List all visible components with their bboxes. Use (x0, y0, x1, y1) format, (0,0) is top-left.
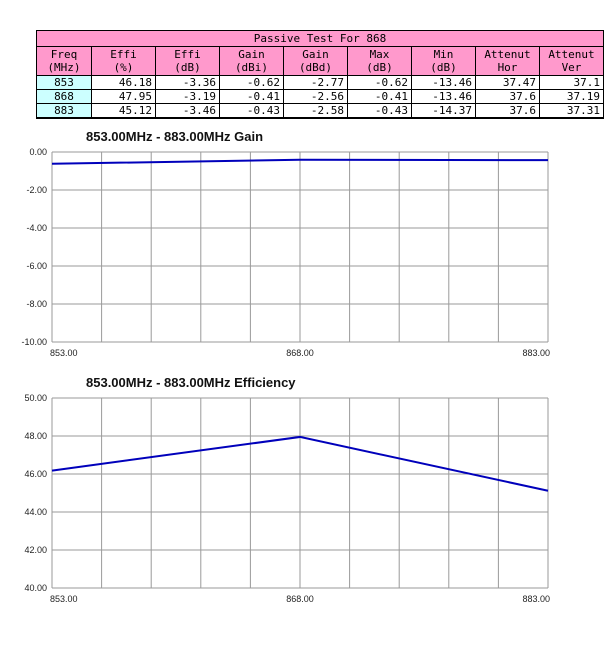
column-header: Effi (%) (91, 46, 156, 76)
column-header: Freq (MHz) (36, 46, 92, 76)
value-cell: -14.37 (411, 103, 476, 119)
value-cell: -3.46 (155, 103, 220, 119)
value-cell: 37.1 (539, 75, 604, 90)
value-cell: -0.41 (347, 89, 412, 104)
value-cell: 37.31 (539, 103, 604, 119)
x-tick-label: 883.00 (522, 594, 550, 604)
passive-test-table: Passive Test For 868 Freq (MHz) Effi (%) Eff… (36, 30, 604, 119)
value-cell: -0.43 (219, 103, 284, 119)
table-row: 883 45.12 -3.46 -0.43 -2.58 -0.43 -14.37 37.6 37… (36, 103, 604, 119)
x-tick-label: 883.00 (522, 348, 550, 358)
y-tick-label: 40.00 (24, 583, 47, 593)
value-cell: -3.36 (155, 75, 220, 90)
column-header: Attenut Ver (539, 46, 604, 76)
value-cell: -0.62 (219, 75, 284, 90)
freq-cell: 853 (36, 75, 92, 90)
y-tick-label: 46.00 (24, 469, 47, 479)
value-cell: -2.58 (283, 103, 348, 119)
value-cell: -13.46 (411, 75, 476, 90)
y-tick-label: 48.00 (24, 431, 47, 441)
table-body: 853 46.18 -3.36 -0.62 -2.77 -0.62 -13.46 37.47 3… (36, 75, 604, 119)
column-header: Min (dB) (411, 46, 476, 76)
value-cell: 47.95 (91, 89, 156, 104)
value-cell: -13.46 (411, 89, 476, 104)
y-tick-label: -10.00 (21, 337, 47, 347)
column-header: Attenut Hor (475, 46, 540, 76)
table-title-row: Passive Test For 868 (36, 30, 604, 47)
value-cell: -0.62 (347, 75, 412, 90)
table-header-row: Freq (MHz) Effi (%) Effi (dB) Gain (dBi) Gain (dB… (36, 46, 604, 76)
freq-cell: 883 (36, 103, 92, 119)
value-cell: 37.6 (475, 89, 540, 104)
y-tick-label: -2.00 (26, 185, 47, 195)
y-tick-label: -4.00 (26, 223, 47, 233)
data-line (51, 158, 549, 165)
value-cell: -0.43 (347, 103, 412, 119)
value-cell: 46.18 (91, 75, 156, 90)
value-cell: -0.41 (219, 89, 284, 104)
efficiency-chart-title: 853.00MHz - 883.00MHz Efficiency (86, 375, 296, 390)
y-tick-label: 50.00 (24, 393, 47, 403)
y-tick-label: -6.00 (26, 261, 47, 271)
x-tick-label: 868.00 (286, 594, 314, 604)
y-tick-label: 42.00 (24, 545, 47, 555)
y-tick-label: -8.00 (26, 299, 47, 309)
column-header: Gain (dBd) (283, 46, 348, 76)
freq-cell: 868 (36, 89, 92, 104)
value-cell: -3.19 (155, 89, 220, 104)
x-tick-label: 853.00 (50, 348, 78, 358)
column-header: Max (dB) (347, 46, 412, 76)
value-cell: 37.47 (475, 75, 540, 90)
table-title: Passive Test For 868 (36, 30, 604, 47)
data-line (51, 435, 549, 492)
column-header: Gain (dBi) (219, 46, 284, 76)
value-cell: -2.56 (283, 89, 348, 104)
x-tick-label: 868.00 (286, 348, 314, 358)
x-tick-label: 853.00 (50, 594, 78, 604)
y-tick-label: 44.00 (24, 507, 47, 517)
gain-chart: 0.00 -2.00 -4.00 -6.00 -8.00 -10.00 853.00 868.… (6, 146, 614, 365)
value-cell: -2.77 (283, 75, 348, 90)
efficiency-chart: 50.00 48.00 46.00 44.00 42.00 40.00 853.00 868.… (6, 392, 614, 611)
value-cell: 45.12 (91, 103, 156, 119)
value-cell: 37.6 (475, 103, 540, 119)
table-row: 853 46.18 -3.36 -0.62 -2.77 -0.62 -13.46 37.47 3… (36, 75, 604, 90)
gain-chart-title: 853.00MHz - 883.00MHz Gain (86, 129, 264, 144)
column-header: Effi (dB) (155, 46, 220, 76)
y-tick-label: 0.00 (29, 147, 47, 157)
value-cell: 37.19 (539, 89, 604, 104)
table-row: 868 47.95 -3.19 -0.41 -2.56 -0.41 -13.46 37.6 37… (36, 89, 604, 104)
